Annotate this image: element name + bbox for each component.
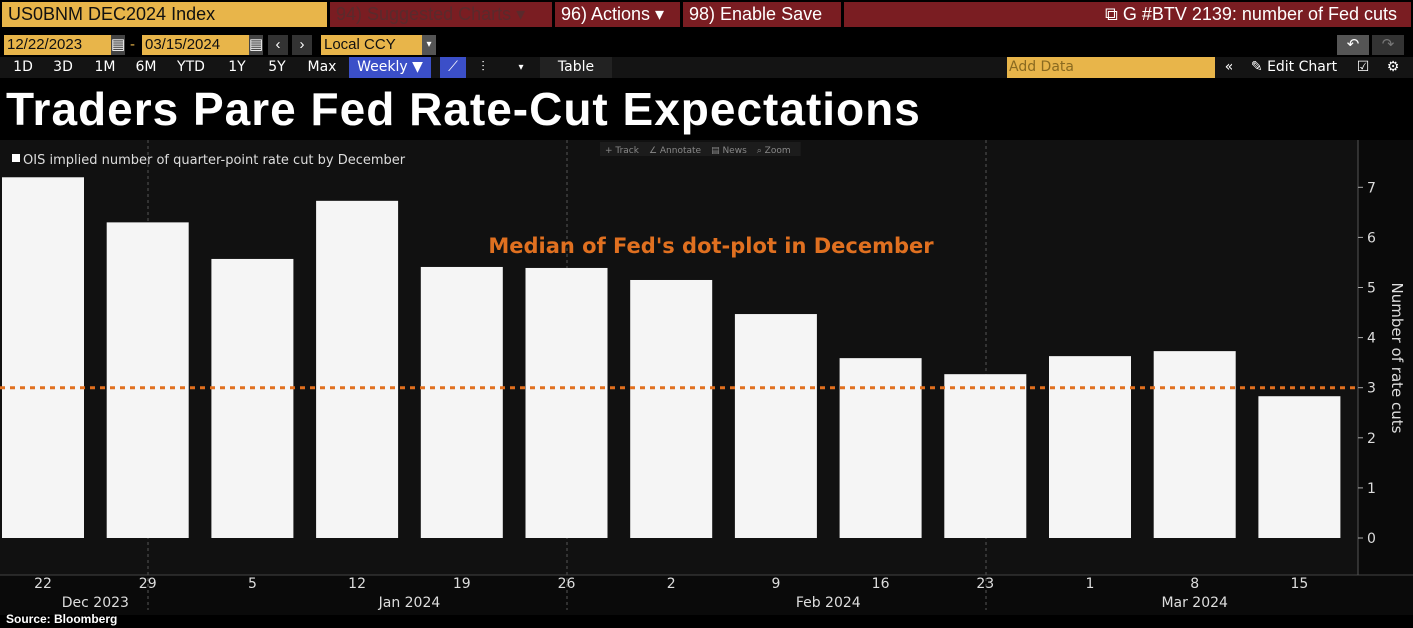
bar-1: [1049, 356, 1131, 538]
x-tick-label: 9: [771, 576, 780, 592]
x-tick-label: 23: [976, 576, 994, 592]
chart-title: G #BTV 2139: number of Fed cuts: [1122, 4, 1397, 24]
x-tick-label: 1: [1086, 576, 1095, 592]
x-tick-label: 15: [1290, 576, 1308, 592]
chevron-down-icon[interactable]: ▾: [518, 62, 524, 73]
month-label: Mar 2024: [1161, 595, 1228, 611]
y-tick-label: 0: [1367, 531, 1376, 547]
chevron-down-icon[interactable]: ▾: [422, 35, 436, 55]
bar-22: [2, 177, 84, 538]
y-tick-label: 7: [1367, 180, 1376, 196]
calendar-icon[interactable]: ▤: [249, 35, 264, 55]
period-1m[interactable]: 1M: [94, 59, 116, 75]
currency-select[interactable]: Local CCY: [321, 35, 424, 55]
period-ytd[interactable]: YTD: [177, 59, 205, 75]
suggested-charts-button[interactable]: 94) Suggested Charts ▾: [330, 2, 552, 27]
redo-icon[interactable]: ↷: [1372, 35, 1404, 55]
x-tick-label: 12: [348, 576, 366, 592]
x-tick-label: 19: [453, 576, 471, 592]
plot-tool-3: ⌕ Zoom: [757, 146, 791, 156]
y-axis-label: Number of rate cuts: [1388, 283, 1406, 434]
pencil-icon: ✎: [1250, 59, 1268, 75]
end-date-input[interactable]: 03/15/2024: [142, 35, 249, 55]
period-row: 1D 3D 1M 6M YTD 1Y 5Y Max Weekly ▼ ⟋ ⫶ ▾…: [0, 57, 1413, 78]
plot-tool-0: + Track: [605, 146, 640, 156]
x-tick-label: 8: [1190, 576, 1199, 592]
period-3d[interactable]: 3D: [53, 59, 73, 75]
bar-16: [839, 358, 922, 538]
bar-15: [1258, 396, 1341, 538]
edit-chart-button[interactable]: ✎ Edit Chart: [1244, 57, 1344, 78]
x-tick-label: 26: [558, 576, 576, 592]
prev-arrow-icon[interactable]: ‹: [268, 35, 288, 55]
actions-button[interactable]: 96) Actions ▾: [555, 2, 680, 27]
bar-chart[interactable]: + Track ∠ Annotate ▤ News ⌕ Zoom OIS implied…: [0, 140, 1413, 615]
bar-2: [630, 279, 713, 538]
collapse-icon[interactable]: «: [1224, 59, 1234, 75]
bar-29: [106, 222, 189, 538]
table-button[interactable]: Table: [540, 57, 612, 78]
date-separator: -: [130, 36, 135, 53]
plot-tools-bar: [600, 142, 801, 156]
y-tick-label: 5: [1367, 281, 1376, 297]
add-data-input[interactable]: Add Data: [1007, 57, 1215, 78]
bar-8: [1153, 351, 1236, 538]
x-tick-label: 16: [872, 576, 890, 592]
bar-19: [420, 266, 503, 538]
headline: Traders Pare Fed Rate-Cut Expectations: [6, 83, 921, 135]
bar-12: [316, 200, 399, 538]
bar-26: [525, 267, 608, 538]
period-1y[interactable]: 1Y: [228, 59, 246, 75]
bar-chart-type-icon[interactable]: ⫶: [481, 59, 485, 75]
period-6m[interactable]: 6M: [135, 59, 157, 75]
bar-5: [211, 258, 294, 538]
y-tick-label: 2: [1367, 431, 1376, 447]
bar-9: [734, 314, 817, 538]
y-tick-label: 6: [1367, 230, 1376, 246]
bar-23: [944, 374, 1027, 538]
median-annotation: Median of Fed's dot-plot in December: [488, 234, 934, 258]
undo-icon[interactable]: ↶: [1337, 35, 1369, 55]
period-5y[interactable]: 5Y: [268, 59, 286, 75]
x-tick-label: 29: [139, 576, 157, 592]
month-label: Jan 2024: [378, 595, 441, 611]
calendar-icon[interactable]: ▤: [111, 35, 126, 55]
date-row: 12/22/2023 ▤ - 03/15/2024 ▤ ‹ › Local CC…: [0, 35, 1413, 55]
period-max[interactable]: Max: [307, 59, 337, 75]
month-label: Dec 2023: [62, 595, 129, 611]
x-tick-label: 22: [34, 576, 52, 592]
line-chart-icon[interactable]: ⟋: [440, 57, 466, 78]
enable-save-button[interactable]: 98) Enable Save: [683, 2, 841, 27]
source-note: Source: Bloomberg: [6, 612, 118, 626]
ticker-field[interactable]: US0BNM DEC2024 Index: [2, 2, 327, 27]
chart-title-link[interactable]: ⧉ G #BTV 2139: number of Fed cuts: [844, 2, 1411, 27]
edit-icon[interactable]: ☑: [1356, 59, 1370, 75]
next-arrow-icon[interactable]: ›: [292, 35, 312, 55]
month-label: Feb 2024: [796, 595, 861, 611]
gear-icon[interactable]: ⚙: [1386, 59, 1400, 75]
legend-label: OIS implied number of quarter-point rate…: [23, 153, 406, 168]
x-tick-label: 5: [248, 576, 257, 592]
start-date-input[interactable]: 12/22/2023: [4, 35, 111, 55]
y-tick-label: 3: [1367, 381, 1376, 397]
frequency-select[interactable]: Weekly ▼: [349, 57, 431, 78]
edit-chart-label: Edit Chart: [1267, 59, 1338, 75]
external-link-icon: ⧉: [1105, 4, 1123, 24]
plot-tool-2: ▤ News: [711, 146, 747, 156]
y-tick-label: 1: [1367, 481, 1376, 497]
top-bar: US0BNM DEC2024 Index 94) Suggested Chart…: [2, 2, 1411, 27]
legend-swatch: [12, 154, 20, 162]
x-tick-label: 2: [667, 576, 676, 592]
y-tick-label: 4: [1367, 331, 1376, 347]
period-1d[interactable]: 1D: [13, 59, 33, 75]
plot-tool-1: ∠ Annotate: [649, 146, 702, 156]
